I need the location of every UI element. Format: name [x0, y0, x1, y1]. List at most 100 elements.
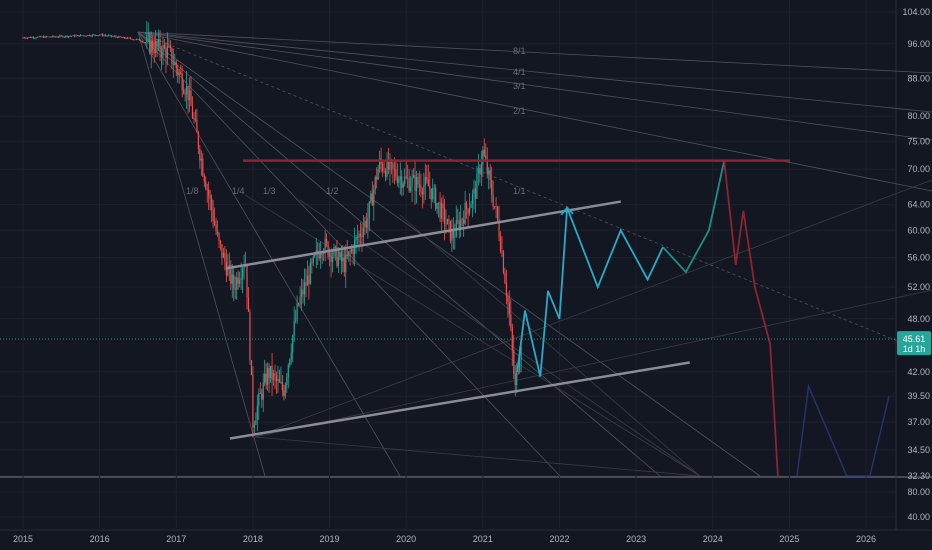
candle	[271, 352, 273, 397]
candle-body	[93, 34, 95, 36]
candle	[43, 35, 45, 38]
candle	[183, 80, 185, 95]
candle-body	[466, 203, 468, 210]
candle-body	[327, 242, 329, 257]
candle	[215, 217, 217, 235]
candle	[457, 208, 459, 225]
candle-body	[180, 72, 182, 74]
y-tick-label: 34.50	[907, 445, 930, 455]
candle-body	[483, 149, 485, 156]
candle-body	[336, 246, 338, 267]
candle	[243, 254, 245, 280]
candle	[501, 235, 503, 258]
candle-body	[373, 189, 375, 206]
candle-body	[152, 40, 154, 51]
candle-body	[71, 36, 73, 37]
candle	[162, 36, 164, 66]
x-tick-label: 2026	[856, 534, 876, 544]
candle	[181, 65, 183, 98]
candle	[97, 35, 99, 37]
candle	[213, 207, 216, 227]
candle	[63, 36, 65, 38]
candle	[466, 200, 468, 219]
candle	[265, 363, 267, 390]
candle-body	[200, 158, 202, 161]
candle	[440, 197, 443, 231]
candle-body	[181, 73, 183, 91]
candle-body	[252, 374, 254, 428]
candle	[507, 292, 509, 318]
candle	[22, 36, 24, 39]
candle-body	[289, 359, 291, 365]
candle-body	[348, 251, 350, 257]
gann-fan-line	[137, 31, 932, 192]
candle-body	[160, 51, 163, 57]
candle	[275, 371, 278, 394]
candle	[296, 295, 298, 324]
candle-body	[163, 45, 166, 49]
candle-body	[116, 36, 118, 38]
candle-body	[299, 296, 301, 305]
candle-body	[231, 274, 233, 284]
candle-body	[305, 282, 307, 286]
candle	[104, 34, 107, 37]
candle	[166, 32, 169, 66]
candle-body	[502, 252, 505, 273]
candle-body	[153, 50, 155, 54]
last-price-tag	[897, 331, 931, 356]
candle-body	[104, 35, 107, 37]
candle	[54, 36, 57, 38]
candle	[284, 382, 286, 399]
candle-body	[150, 40, 152, 53]
candle-body	[143, 42, 145, 43]
candle	[187, 86, 189, 114]
y-tick-label: 70.00	[907, 164, 930, 174]
candle-body	[491, 179, 493, 195]
candle	[297, 302, 300, 307]
candle	[404, 168, 406, 187]
candle	[62, 35, 64, 38]
candle	[171, 47, 173, 70]
candle	[312, 254, 314, 267]
candle	[99, 34, 101, 36]
candle-body	[429, 186, 431, 189]
candle-body	[100, 34, 102, 36]
candle	[355, 235, 357, 254]
candle-body	[312, 256, 314, 263]
candle-body	[162, 45, 164, 57]
candle-body	[477, 168, 479, 174]
candle-body	[250, 360, 253, 375]
candle-body	[66, 35, 68, 37]
candle	[153, 35, 155, 63]
candle-body	[401, 176, 403, 188]
candle	[302, 279, 304, 304]
candle	[281, 375, 283, 397]
candle	[196, 108, 198, 133]
candle	[460, 204, 462, 238]
candle	[218, 231, 220, 249]
candle-body	[134, 39, 136, 41]
candle-body	[156, 41, 158, 46]
candle-body	[343, 257, 345, 273]
candle	[290, 343, 292, 365]
candle-body	[349, 251, 351, 253]
candle	[205, 176, 207, 191]
candle	[23, 37, 26, 39]
forecast-path-cyan	[516, 207, 664, 377]
candle-body	[306, 275, 309, 286]
candle-body	[463, 219, 465, 224]
candle-body	[79, 35, 82, 37]
candle	[155, 29, 157, 58]
candle-body	[75, 35, 77, 37]
candle-body	[364, 220, 366, 228]
gann-fan-line	[137, 31, 932, 141]
candle-body	[376, 176, 378, 180]
candle	[463, 210, 465, 238]
candle-body	[352, 248, 354, 255]
candle-body	[65, 35, 67, 37]
candle-body	[461, 218, 463, 220]
candle	[239, 271, 241, 288]
candle	[56, 35, 58, 38]
candle-body	[35, 37, 37, 39]
